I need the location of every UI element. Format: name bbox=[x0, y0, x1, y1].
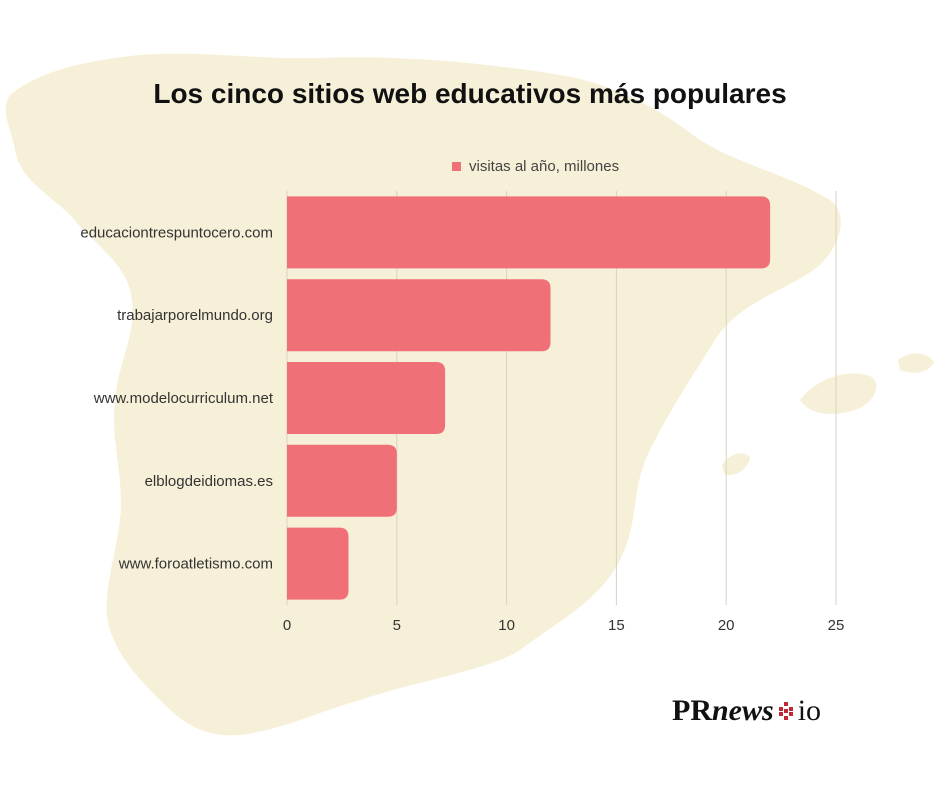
category-labels: educaciontrespuntocero.com trabajarporelm… bbox=[80, 224, 273, 572]
chart-title: Los cinco sitios web educativos más popu… bbox=[153, 78, 787, 109]
legend-swatch bbox=[452, 161, 461, 171]
x-tick-label: 5 bbox=[393, 617, 401, 634]
x-tick-label: 0 bbox=[283, 617, 291, 634]
bar bbox=[287, 527, 349, 600]
x-tick-labels: 0 5 10 15 20 25 bbox=[283, 617, 845, 634]
category-label: elblogdeidiomas.es bbox=[145, 473, 273, 490]
legend-label: visitas al año, millones bbox=[469, 157, 620, 175]
category-label: www.foroatletismo.com bbox=[118, 556, 273, 573]
bar bbox=[287, 279, 551, 352]
x-tick-label: 20 bbox=[718, 617, 735, 634]
legend: visitas al año, millones bbox=[452, 156, 619, 176]
x-tick-label: 15 bbox=[608, 617, 625, 634]
category-label: www.modelocurriculum.net bbox=[93, 390, 274, 407]
logo-text-news: news bbox=[712, 694, 774, 727]
logo-text-pr: PR bbox=[672, 694, 712, 727]
x-tick-label: 25 bbox=[828, 617, 845, 634]
bar bbox=[287, 444, 397, 517]
logo-dot-icon bbox=[778, 702, 793, 720]
bar bbox=[287, 196, 771, 269]
prnews-logo: PR news io bbox=[672, 696, 821, 726]
bar bbox=[287, 362, 446, 434]
island-mallorca-shape bbox=[800, 373, 877, 414]
bars bbox=[287, 196, 771, 600]
x-tick-label: 10 bbox=[498, 617, 515, 634]
island-menorca-shape bbox=[898, 353, 934, 373]
category-label: trabajarporelmundo.org bbox=[117, 307, 273, 324]
logo-text-io: io bbox=[797, 694, 822, 727]
island-ibiza-shape bbox=[722, 453, 750, 476]
category-label: educaciontrespuntocero.com bbox=[80, 224, 273, 241]
